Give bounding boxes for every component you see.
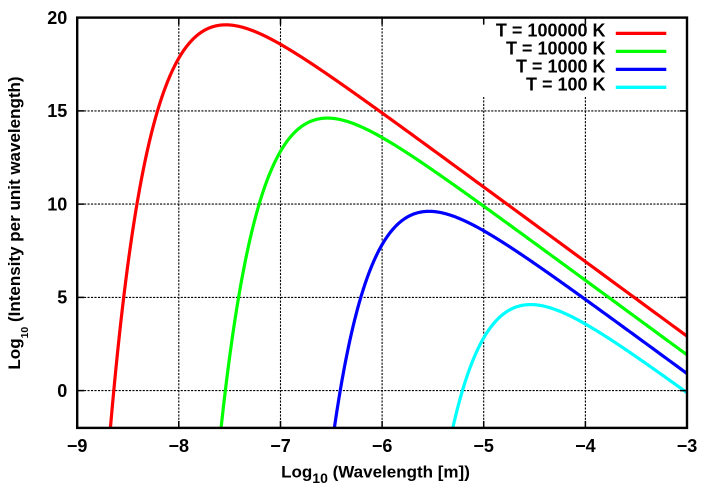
svg-text:T = 10000 K: T = 10000 K <box>506 38 606 58</box>
svg-text:−5: −5 <box>473 436 494 456</box>
svg-text:5: 5 <box>57 288 67 308</box>
svg-text:−6: −6 <box>372 436 393 456</box>
svg-text:−7: −7 <box>270 436 291 456</box>
svg-text:T = 100 K: T = 100 K <box>526 74 606 94</box>
svg-text:T = 100000 K: T = 100000 K <box>496 20 606 40</box>
svg-text:−4: −4 <box>575 436 596 456</box>
svg-text:15: 15 <box>47 101 67 121</box>
svg-text:Log10 (Wavelength [m]): Log10 (Wavelength [m]) <box>281 463 470 487</box>
svg-text:20: 20 <box>47 8 67 28</box>
svg-text:10: 10 <box>47 194 67 214</box>
svg-text:T = 1000 K: T = 1000 K <box>516 56 606 76</box>
svg-text:−3: −3 <box>677 436 698 456</box>
svg-text:0: 0 <box>57 381 67 401</box>
svg-text:−9: −9 <box>67 436 88 456</box>
svg-text:−8: −8 <box>169 436 190 456</box>
